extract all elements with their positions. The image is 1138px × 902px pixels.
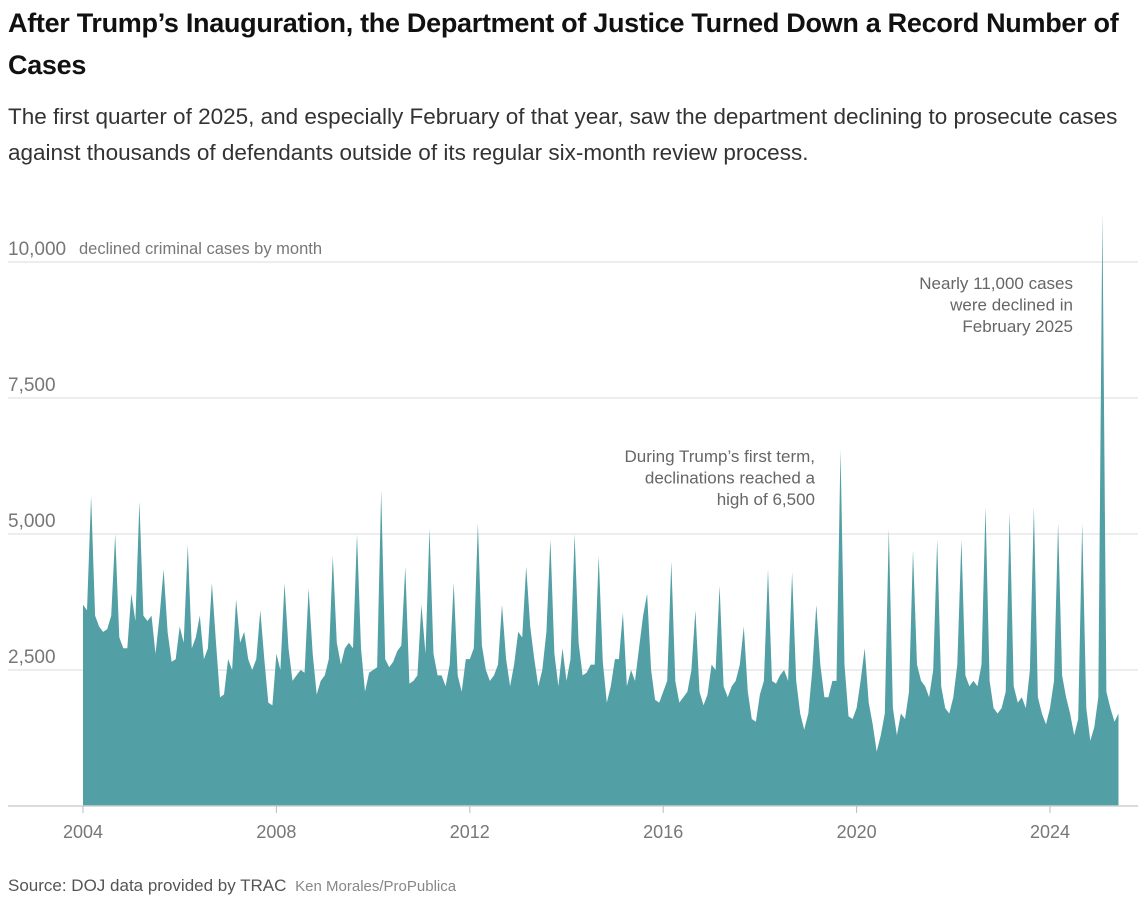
annotation-text: Nearly 11,000 cases bbox=[919, 274, 1073, 293]
x-tick-label: 2024 bbox=[1030, 822, 1070, 842]
y-tick-label: 10,000 bbox=[8, 239, 66, 260]
y-axis-label: declined criminal cases by month bbox=[79, 240, 322, 258]
source-text: Source: DOJ data provided by TRAC bbox=[8, 876, 287, 895]
annotation-text: high of 6,500 bbox=[717, 490, 815, 509]
y-tick-label: 7,500 bbox=[8, 375, 56, 396]
y-tick-label: 5,000 bbox=[8, 511, 56, 532]
annotation-text: declinations reached a bbox=[645, 469, 816, 488]
annotation-text: were declined in bbox=[949, 296, 1073, 315]
area-chart: 2004 2008 2012 2016 2020 2024 2,500 5,000 7,500… bbox=[8, 213, 1138, 842]
annotation-text: During Trump’s first term, bbox=[624, 447, 815, 466]
source-note: Source: DOJ data provided by TRAC Ken Mo… bbox=[8, 876, 456, 896]
x-tick-label: 2016 bbox=[643, 822, 683, 842]
x-tick-label: 2020 bbox=[837, 822, 877, 842]
annotation-text: February 2025 bbox=[962, 317, 1073, 336]
chart-subtitle: The first quarter of 2025, and especiall… bbox=[8, 104, 1118, 165]
y-tick-label: 2,500 bbox=[8, 647, 56, 668]
credit-text: Ken Morales/ProPublica bbox=[295, 878, 457, 895]
declined-cases-area bbox=[83, 213, 1119, 806]
x-tick-label: 2012 bbox=[450, 822, 490, 842]
chart-title: After Trump’s Inauguration, the Departme… bbox=[8, 8, 1119, 80]
x-tick-label: 2004 bbox=[63, 822, 103, 842]
x-tick-label: 2008 bbox=[256, 822, 296, 842]
